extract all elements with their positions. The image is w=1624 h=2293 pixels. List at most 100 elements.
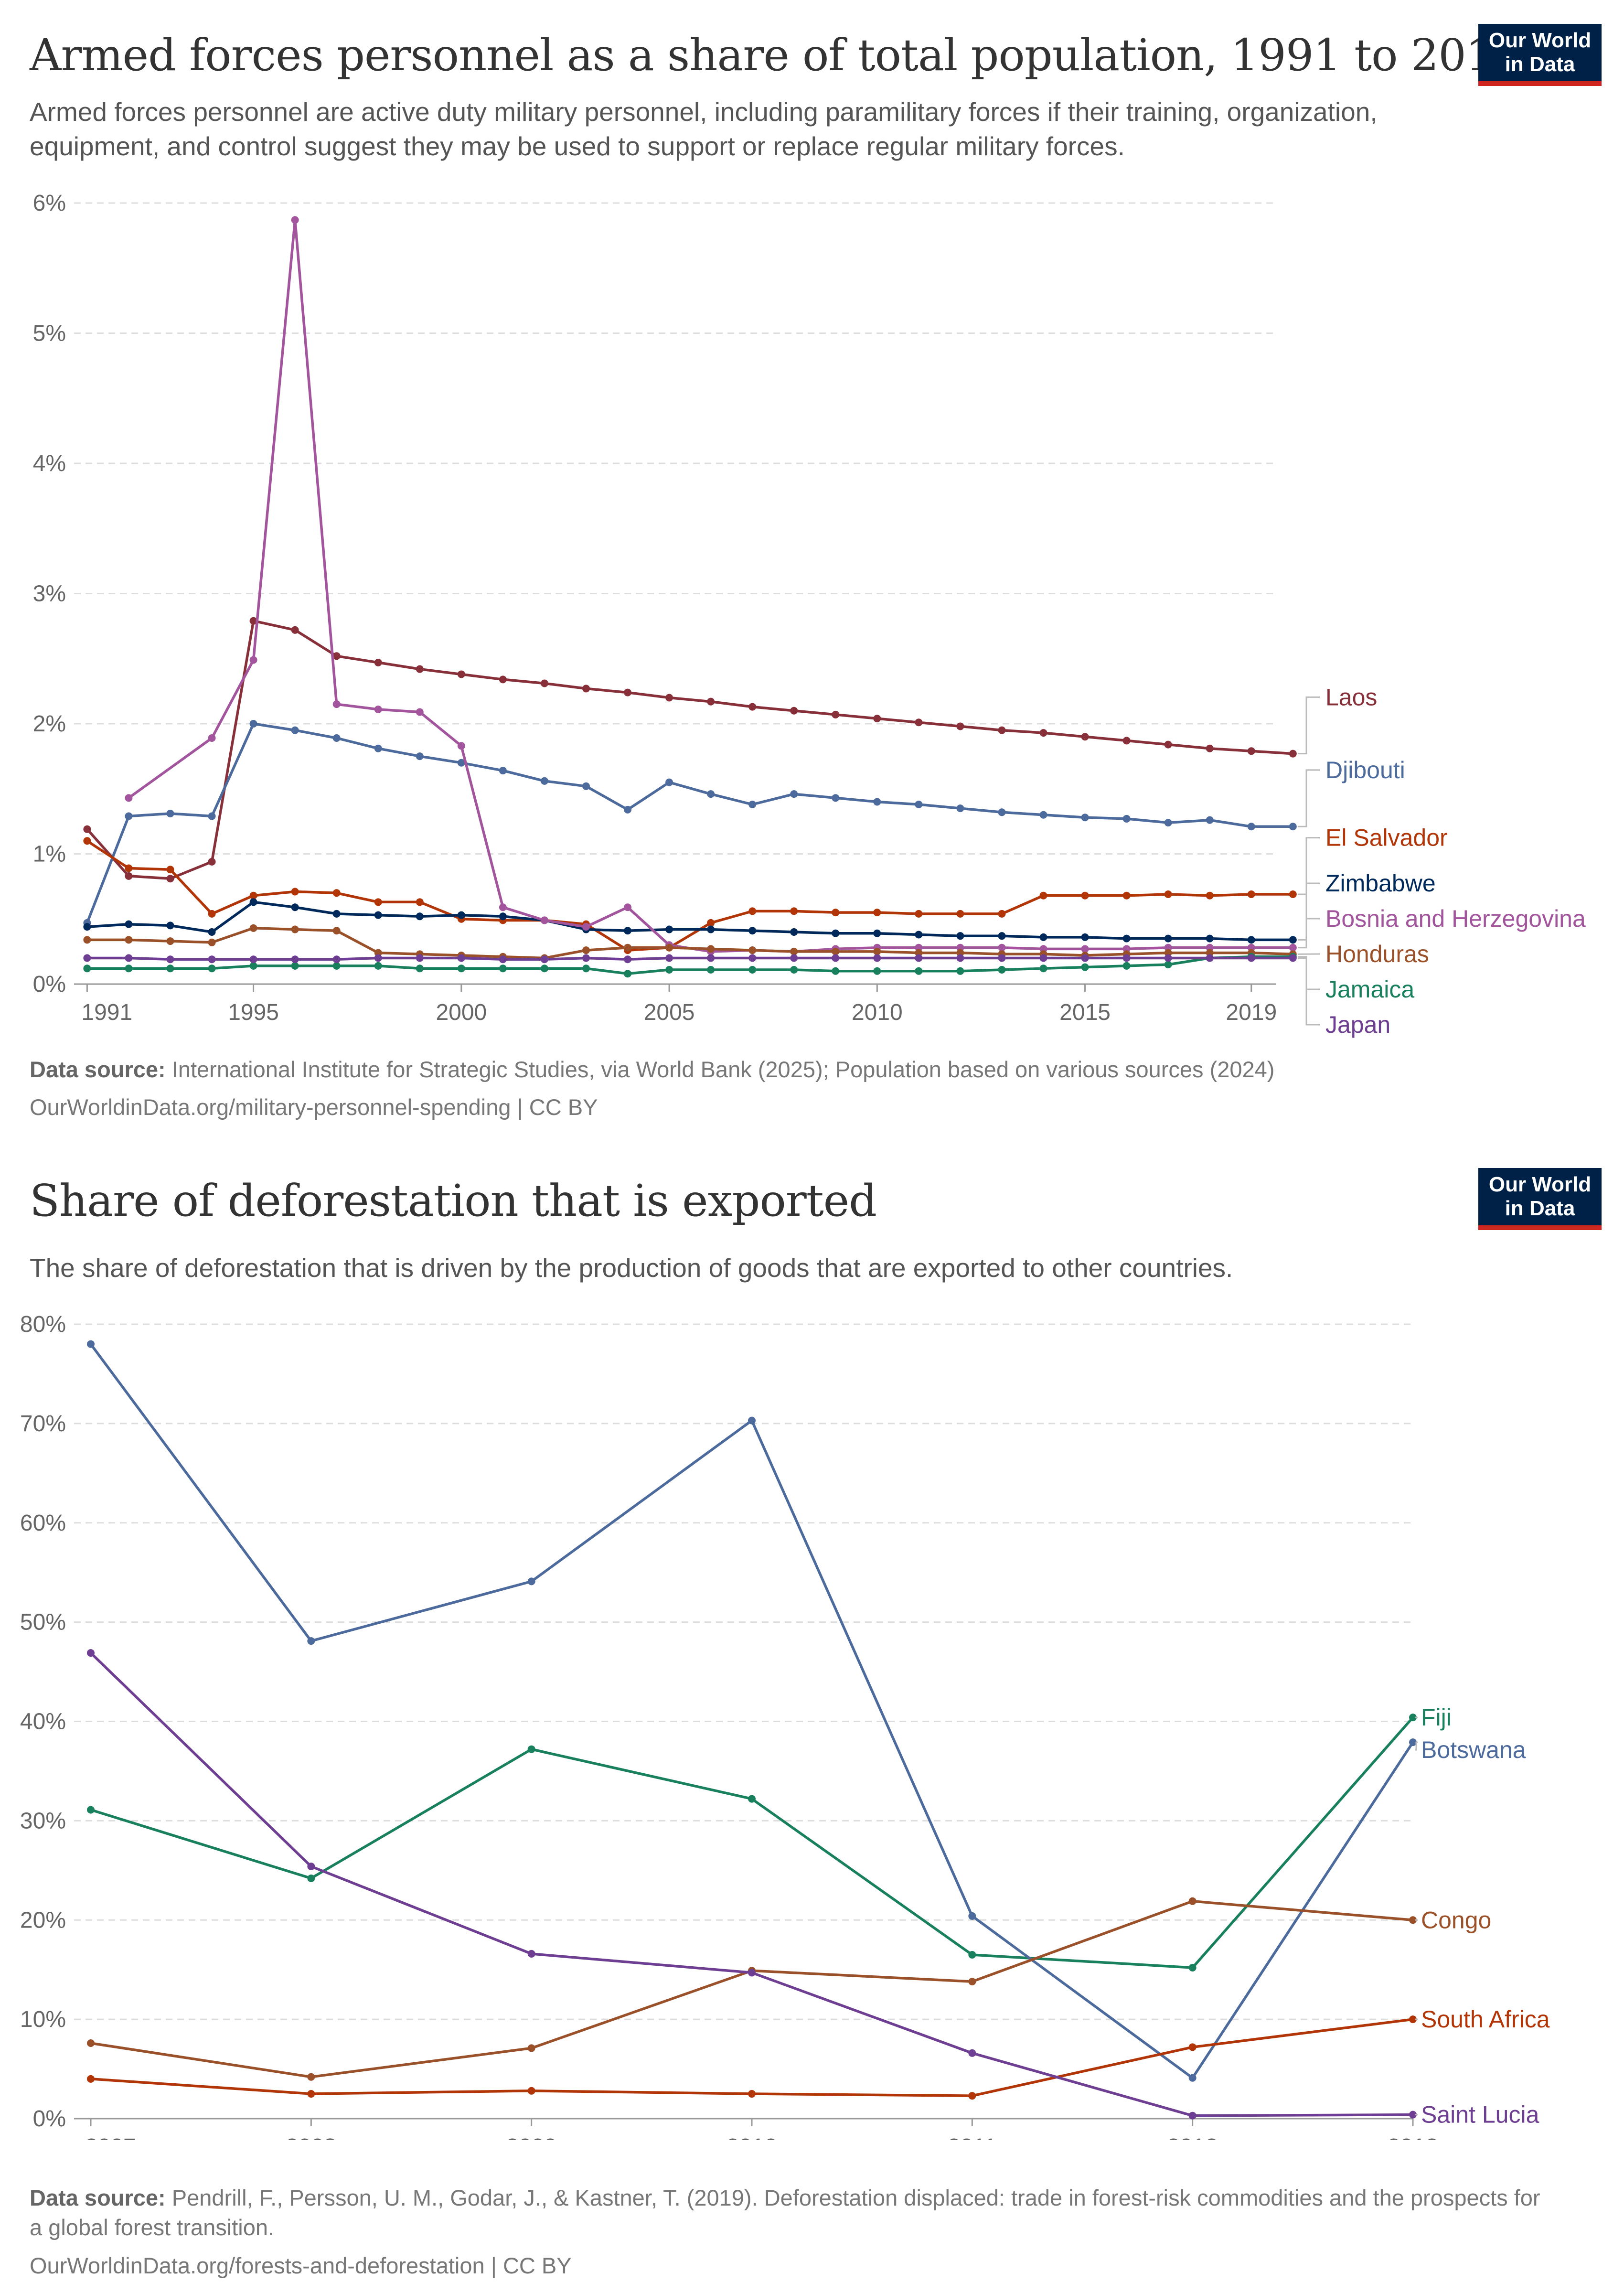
- data-point[interactable]: [208, 964, 216, 973]
- data-point[interactable]: [166, 964, 174, 973]
- data-point[interactable]: [291, 962, 299, 970]
- data-point[interactable]: [332, 955, 341, 964]
- data-point[interactable]: [1409, 1738, 1417, 1747]
- data-point[interactable]: [832, 710, 840, 718]
- data-point[interactable]: [915, 718, 923, 727]
- data-point[interactable]: [416, 964, 424, 973]
- series-label-laos[interactable]: Laos: [1325, 684, 1377, 710]
- data-point[interactable]: [968, 1951, 976, 1959]
- data-point[interactable]: [249, 924, 257, 932]
- data-point[interactable]: [249, 617, 257, 625]
- data-point[interactable]: [665, 943, 673, 952]
- data-point[interactable]: [1206, 744, 1214, 752]
- series-bosnia-and-herzegovina[interactable]: [125, 216, 1297, 955]
- series-label-botswana[interactable]: Botswana: [1421, 1736, 1526, 1763]
- data-point[interactable]: [291, 903, 299, 911]
- data-point[interactable]: [208, 955, 216, 964]
- data-point[interactable]: [1206, 934, 1214, 943]
- data-point[interactable]: [166, 937, 174, 945]
- series-label-saint-lucia[interactable]: Saint Lucia: [1421, 2101, 1539, 2128]
- data-point[interactable]: [249, 656, 257, 664]
- data-point[interactable]: [1409, 2111, 1417, 2119]
- data-point[interactable]: [1039, 954, 1047, 962]
- data-point[interactable]: [125, 964, 133, 973]
- data-point[interactable]: [208, 734, 216, 742]
- data-point[interactable]: [291, 626, 299, 634]
- data-point[interactable]: [968, 2049, 976, 2057]
- data-point[interactable]: [1039, 933, 1047, 941]
- data-point[interactable]: [624, 943, 632, 952]
- data-point[interactable]: [1247, 954, 1255, 962]
- data-point[interactable]: [790, 928, 798, 936]
- data-point[interactable]: [956, 804, 964, 813]
- data-point[interactable]: [790, 954, 798, 962]
- data-point[interactable]: [748, 1969, 756, 1977]
- series-jamaica[interactable]: [83, 953, 1297, 978]
- data-point[interactable]: [416, 708, 424, 716]
- data-point[interactable]: [291, 216, 299, 224]
- data-point[interactable]: [332, 652, 341, 660]
- data-point[interactable]: [1206, 954, 1214, 962]
- chart-url[interactable]: OurWorldinData.org/forests-and-deforesta…: [30, 2253, 572, 2278]
- series-label-honduras[interactable]: Honduras: [1325, 941, 1429, 967]
- data-point[interactable]: [790, 790, 798, 798]
- data-point[interactable]: [624, 927, 632, 935]
- data-point[interactable]: [332, 910, 341, 918]
- data-point[interactable]: [624, 903, 632, 911]
- data-point[interactable]: [956, 932, 964, 940]
- data-point[interactable]: [125, 812, 133, 820]
- series-line-fiji[interactable]: [89, 1716, 1414, 1969]
- series-line-zimbabwe[interactable]: [85, 900, 1294, 942]
- data-point[interactable]: [1081, 945, 1089, 953]
- data-point[interactable]: [527, 1745, 535, 1753]
- series-line-south-africa[interactable]: [89, 2018, 1414, 2097]
- series-line-djibouti[interactable]: [85, 722, 1294, 924]
- data-point[interactable]: [873, 909, 881, 917]
- data-point[interactable]: [125, 864, 133, 872]
- data-point[interactable]: [1409, 2015, 1417, 2024]
- data-point[interactable]: [748, 946, 757, 954]
- data-point[interactable]: [1188, 2074, 1197, 2082]
- series-line-japan[interactable]: [85, 956, 1294, 961]
- data-point[interactable]: [748, 1795, 756, 1803]
- data-point[interactable]: [374, 706, 382, 714]
- series-label-south-africa[interactable]: South Africa: [1421, 2006, 1550, 2033]
- data-point[interactable]: [125, 920, 133, 928]
- data-point[interactable]: [873, 967, 881, 975]
- data-point[interactable]: [1039, 729, 1047, 737]
- data-point[interactable]: [1409, 1714, 1417, 1722]
- series-line-laos[interactable]: [85, 619, 1294, 880]
- data-point[interactable]: [307, 1874, 315, 1882]
- data-point[interactable]: [582, 954, 590, 962]
- data-point[interactable]: [1206, 891, 1214, 900]
- data-point[interactable]: [208, 938, 216, 946]
- data-point[interactable]: [87, 2075, 95, 2083]
- series-laos[interactable]: [83, 617, 1297, 883]
- data-point[interactable]: [291, 888, 299, 896]
- data-point[interactable]: [873, 798, 881, 806]
- data-point[interactable]: [707, 919, 715, 927]
- data-point[interactable]: [832, 954, 840, 962]
- data-point[interactable]: [166, 921, 174, 930]
- data-point[interactable]: [1289, 890, 1297, 898]
- data-point[interactable]: [307, 1637, 315, 1645]
- series-label-jamaica[interactable]: Jamaica: [1325, 976, 1414, 1003]
- data-point[interactable]: [582, 685, 590, 693]
- series-el-salvador[interactable]: [83, 837, 1297, 954]
- data-point[interactable]: [125, 954, 133, 962]
- data-point[interactable]: [956, 722, 964, 730]
- series-djibouti[interactable]: [83, 720, 1297, 927]
- data-point[interactable]: [665, 966, 673, 974]
- data-point[interactable]: [83, 923, 91, 931]
- data-point[interactable]: [1188, 2043, 1197, 2051]
- data-point[interactable]: [707, 954, 715, 962]
- series-label-bosnia-and-herzegovina[interactable]: Bosnia and Herzegovina: [1325, 905, 1586, 932]
- data-point[interactable]: [416, 912, 424, 921]
- data-point[interactable]: [1122, 954, 1131, 962]
- data-point[interactable]: [457, 911, 465, 919]
- data-point[interactable]: [1409, 1916, 1417, 1924]
- data-point[interactable]: [332, 889, 341, 897]
- data-point[interactable]: [416, 954, 424, 962]
- data-point[interactable]: [915, 967, 923, 975]
- data-point[interactable]: [332, 927, 341, 935]
